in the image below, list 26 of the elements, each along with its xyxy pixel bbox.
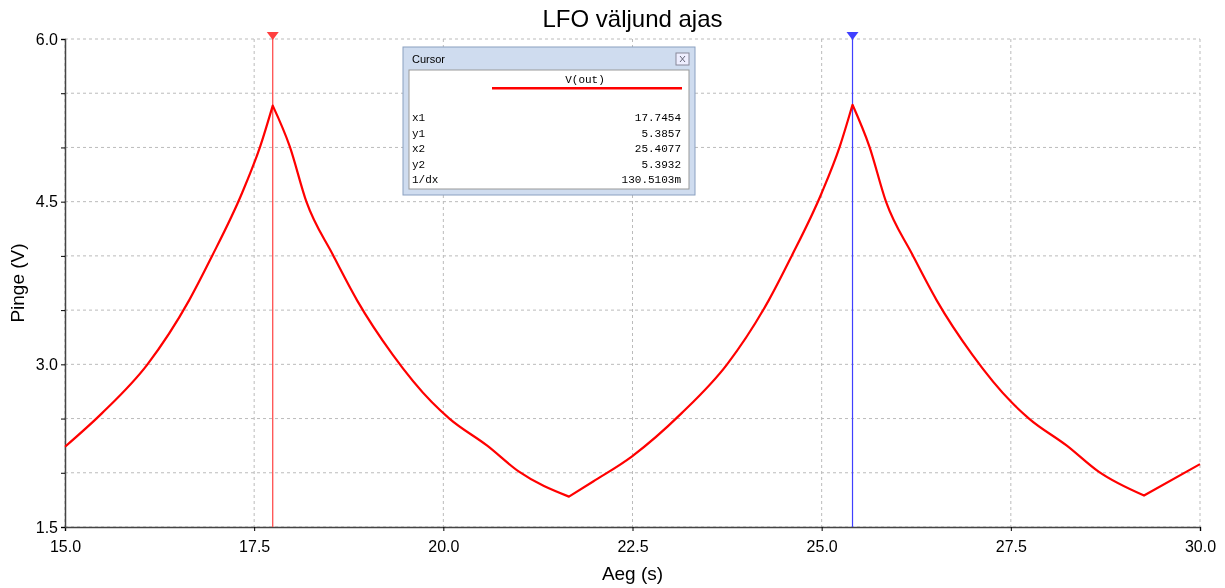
annotation: 17.7454 [634, 112, 682, 124]
x-tick-label: 27.5 [995, 537, 1028, 555]
annotation: 5.3932 [641, 158, 681, 171]
x-tick-label: 22.5 [617, 537, 649, 555]
annotation: x2 [412, 143, 426, 155]
annotation: Cursor [412, 53, 446, 65]
x-tick-label: 15.0 [49, 537, 82, 555]
text: V(out) [565, 74, 605, 86]
x-tick-label: 30.0 [1184, 537, 1217, 555]
annotation: 1/dx [412, 174, 439, 186]
y-tick-label: 6.0 [35, 30, 59, 48]
annotation: 130.5103m [621, 174, 682, 186]
annotation: y2 [412, 158, 426, 171]
annotation: x1 [412, 112, 426, 124]
x-tick-label: 20.0 [428, 537, 460, 555]
x-tick-label: 25.0 [806, 537, 838, 555]
annotation: 5.3857 [641, 127, 681, 140]
annotation: y1 [412, 127, 426, 140]
y-tick-label: 4.5 [35, 193, 59, 211]
x-tick-label: 17.5 [239, 537, 271, 555]
chart-title: LFO väljund ajas [542, 5, 723, 32]
y-tick-label: 3.0 [35, 355, 59, 373]
y-tick-label: 1.5 [35, 518, 59, 536]
annotation: 25.4077 [634, 143, 681, 155]
x-axis-title: Aeg (s) [601, 563, 664, 584]
y-axis-title: Pinge (V) [7, 243, 28, 323]
